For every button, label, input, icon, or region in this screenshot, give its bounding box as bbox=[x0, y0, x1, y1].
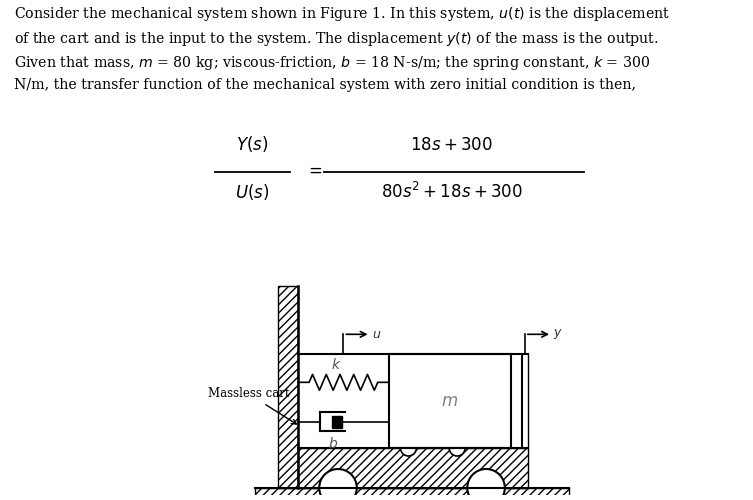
Bar bbox=[389, 354, 511, 448]
Text: $b$: $b$ bbox=[328, 436, 337, 451]
Text: $y$: $y$ bbox=[553, 328, 563, 342]
Text: $U(s)$: $U(s)$ bbox=[235, 182, 270, 203]
Circle shape bbox=[468, 469, 505, 500]
Text: $Y(s)$: $Y(s)$ bbox=[236, 134, 269, 154]
Text: $u$: $u$ bbox=[371, 328, 381, 341]
Bar bbox=[331, 416, 343, 428]
Text: $k$: $k$ bbox=[331, 357, 341, 372]
Bar bbox=[298, 448, 528, 488]
Text: $18s + 300$: $18s + 300$ bbox=[410, 136, 493, 154]
Circle shape bbox=[401, 440, 416, 456]
Bar bbox=[255, 488, 569, 500]
Text: $=$: $=$ bbox=[305, 162, 322, 179]
Bar bbox=[279, 286, 298, 488]
Text: Consider the mechanical system shown in Figure 1. In this system, $u(t)$ is the : Consider the mechanical system shown in … bbox=[14, 5, 669, 92]
Text: $m$: $m$ bbox=[441, 392, 459, 409]
Bar bbox=[255, 488, 569, 500]
Text: Massless cart: Massless cart bbox=[208, 388, 297, 424]
Circle shape bbox=[319, 469, 357, 500]
Text: $80s^2 + 18s + 300$: $80s^2 + 18s + 300$ bbox=[381, 182, 523, 203]
Circle shape bbox=[450, 440, 465, 456]
